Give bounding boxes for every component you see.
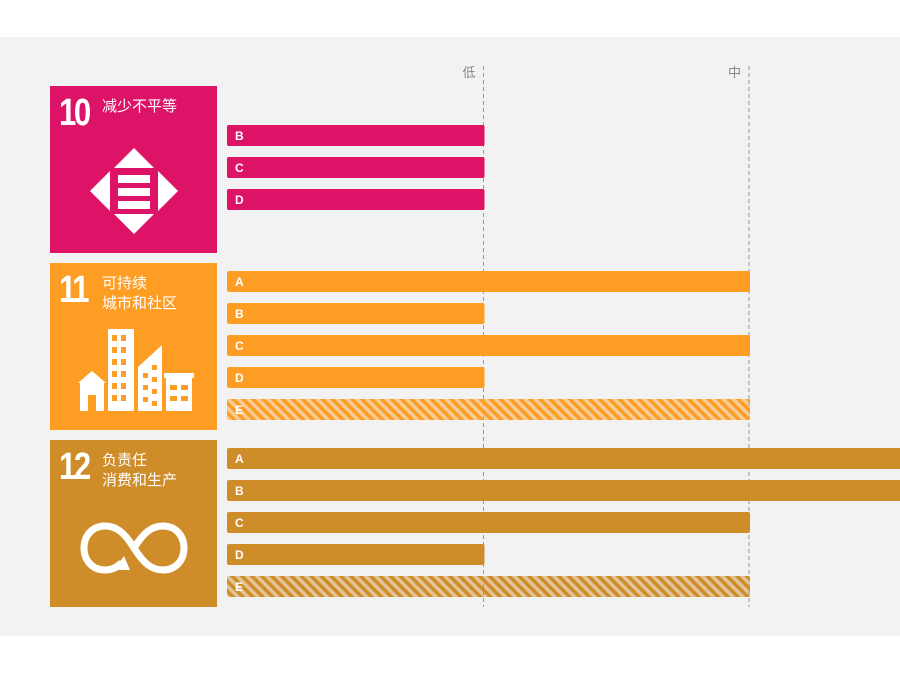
bar-goal-12-C xyxy=(227,512,750,533)
bar-goal-12-E xyxy=(227,576,750,597)
level-label: 低 xyxy=(462,66,475,81)
bar-label: C xyxy=(235,516,244,530)
bar-label: E xyxy=(235,403,243,417)
bar-goal-11-E xyxy=(227,399,750,420)
goal-tile-11: 11 可持续 城市和社区 xyxy=(50,263,217,430)
bar-label: C xyxy=(235,339,244,353)
bar-label: B xyxy=(235,129,244,143)
goal-tile-12: 12 负责任 消费和生产 xyxy=(50,440,217,607)
goal-number: 12 xyxy=(59,446,91,488)
goal-title: 可持续 城市和社区 xyxy=(102,274,178,312)
bar-label: B xyxy=(235,307,244,321)
bar-goal-11-C xyxy=(227,335,750,356)
goal-title: 负责任 消费和生产 xyxy=(102,451,178,489)
goal-tile-10: 10 减少不平等 xyxy=(50,86,217,253)
reduced-inequalities-icon xyxy=(90,148,178,234)
goal-title: 减少不平等 xyxy=(102,97,178,115)
bar-goal-11-B xyxy=(227,303,485,324)
bar-goal-10-D xyxy=(227,189,485,210)
bar-label: A xyxy=(235,275,244,289)
bar-goal-11-A xyxy=(227,271,750,292)
goal-number: 11 xyxy=(59,269,89,311)
bar-label: B xyxy=(235,484,244,498)
bar-label: D xyxy=(235,548,244,562)
responsible-consumption-icon xyxy=(80,522,188,574)
bar-label: E xyxy=(235,580,243,594)
bar-goal-12-B xyxy=(227,480,900,501)
bar-goal-11-D xyxy=(227,367,485,388)
bar-label: D xyxy=(235,193,244,207)
bar-goal-10-B xyxy=(227,125,485,146)
bar-label: C xyxy=(235,161,244,175)
goal-number: 10 xyxy=(59,92,91,134)
level-label: 中 xyxy=(728,66,741,81)
bar-label: A xyxy=(235,452,244,466)
bar-goal-10-C xyxy=(227,157,485,178)
bar-goal-12-D xyxy=(227,544,485,565)
bar-label: D xyxy=(235,371,244,385)
sustainable-cities-icon xyxy=(78,329,194,411)
bar-goal-12-A xyxy=(227,448,900,469)
